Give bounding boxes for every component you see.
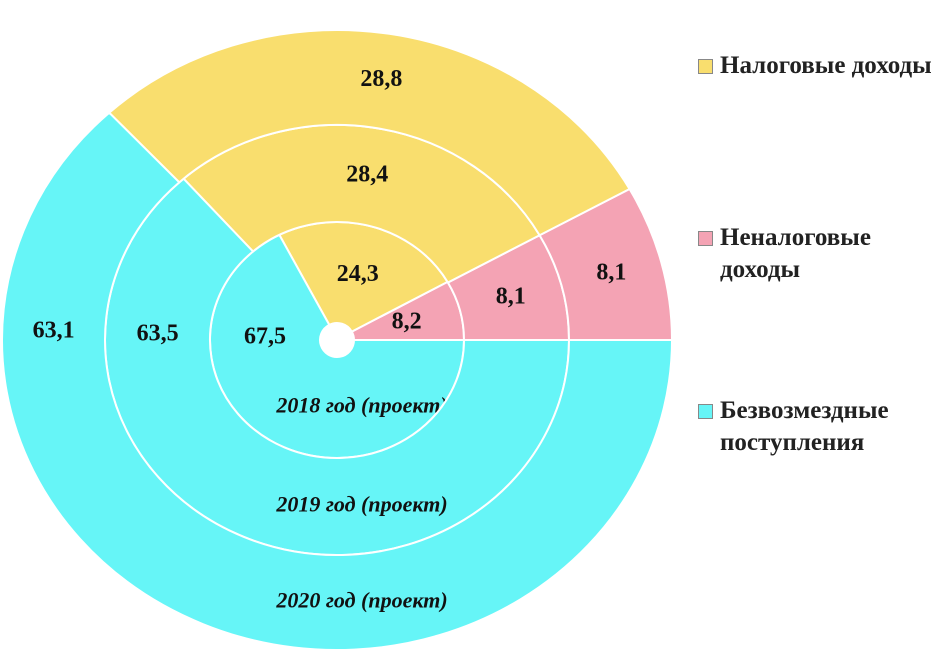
- value-label: 67,5: [244, 323, 286, 349]
- value-label: 8,1: [596, 259, 626, 285]
- page: 8,2 24,3 67,5 2018 год (проект) 8,1 28,4 63,5 2…: [0, 0, 942, 656]
- ring-label: 2018 год (проект): [275, 393, 447, 418]
- legend-label: Налоговые доходы: [720, 50, 938, 82]
- legend-item: Неналоговые доходы: [698, 222, 938, 286]
- chart: 8,2 24,3 67,5 2018 год (проект) 8,1 28,4 63,5 2…: [0, 0, 942, 656]
- legend-item: Налоговые доходы: [698, 50, 938, 82]
- value-label: 28,4: [346, 161, 388, 187]
- legend-swatch: [698, 231, 713, 246]
- legend-swatch: [698, 404, 713, 419]
- legend-swatch: [698, 59, 713, 74]
- value-label: 8,2: [392, 308, 422, 334]
- value-label: 8,1: [496, 284, 526, 310]
- value-label: 28,8: [360, 66, 402, 92]
- value-label: 24,3: [337, 261, 379, 287]
- ring-label: 2019 год (проект): [275, 492, 447, 517]
- legend-item: Безвозмездные поступления: [698, 395, 938, 459]
- legend-label: Безвозмездные поступления: [720, 395, 938, 459]
- value-label: 63,5: [137, 320, 179, 346]
- value-label: 63,1: [33, 317, 75, 343]
- ring-label: 2020 год (проект): [275, 588, 447, 613]
- legend-label: Неналоговые доходы: [720, 222, 938, 286]
